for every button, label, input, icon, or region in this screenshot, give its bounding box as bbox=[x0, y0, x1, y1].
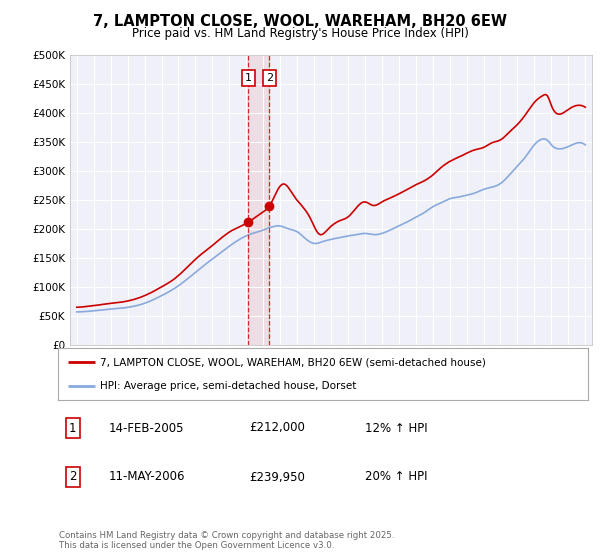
Text: 1: 1 bbox=[69, 422, 77, 435]
Bar bbox=[248, 55, 269, 345]
Text: £212,000: £212,000 bbox=[249, 422, 305, 435]
Text: 2: 2 bbox=[69, 470, 77, 483]
Text: Price paid vs. HM Land Registry's House Price Index (HPI): Price paid vs. HM Land Registry's House … bbox=[131, 27, 469, 40]
Text: 7, LAMPTON CLOSE, WOOL, WAREHAM, BH20 6EW: 7, LAMPTON CLOSE, WOOL, WAREHAM, BH20 6E… bbox=[93, 14, 507, 29]
Text: 11-MAY-2006: 11-MAY-2006 bbox=[109, 470, 185, 483]
Text: £239,950: £239,950 bbox=[249, 470, 305, 483]
Text: 20% ↑ HPI: 20% ↑ HPI bbox=[365, 470, 428, 483]
Text: 1: 1 bbox=[245, 73, 252, 83]
Text: 7, LAMPTON CLOSE, WOOL, WAREHAM, BH20 6EW (semi-detached house): 7, LAMPTON CLOSE, WOOL, WAREHAM, BH20 6E… bbox=[100, 357, 486, 367]
Text: 2: 2 bbox=[266, 73, 273, 83]
Text: 12% ↑ HPI: 12% ↑ HPI bbox=[365, 422, 428, 435]
Text: 14-FEB-2005: 14-FEB-2005 bbox=[109, 422, 184, 435]
Text: Contains HM Land Registry data © Crown copyright and database right 2025.
This d: Contains HM Land Registry data © Crown c… bbox=[59, 531, 394, 550]
Text: HPI: Average price, semi-detached house, Dorset: HPI: Average price, semi-detached house,… bbox=[100, 381, 357, 391]
